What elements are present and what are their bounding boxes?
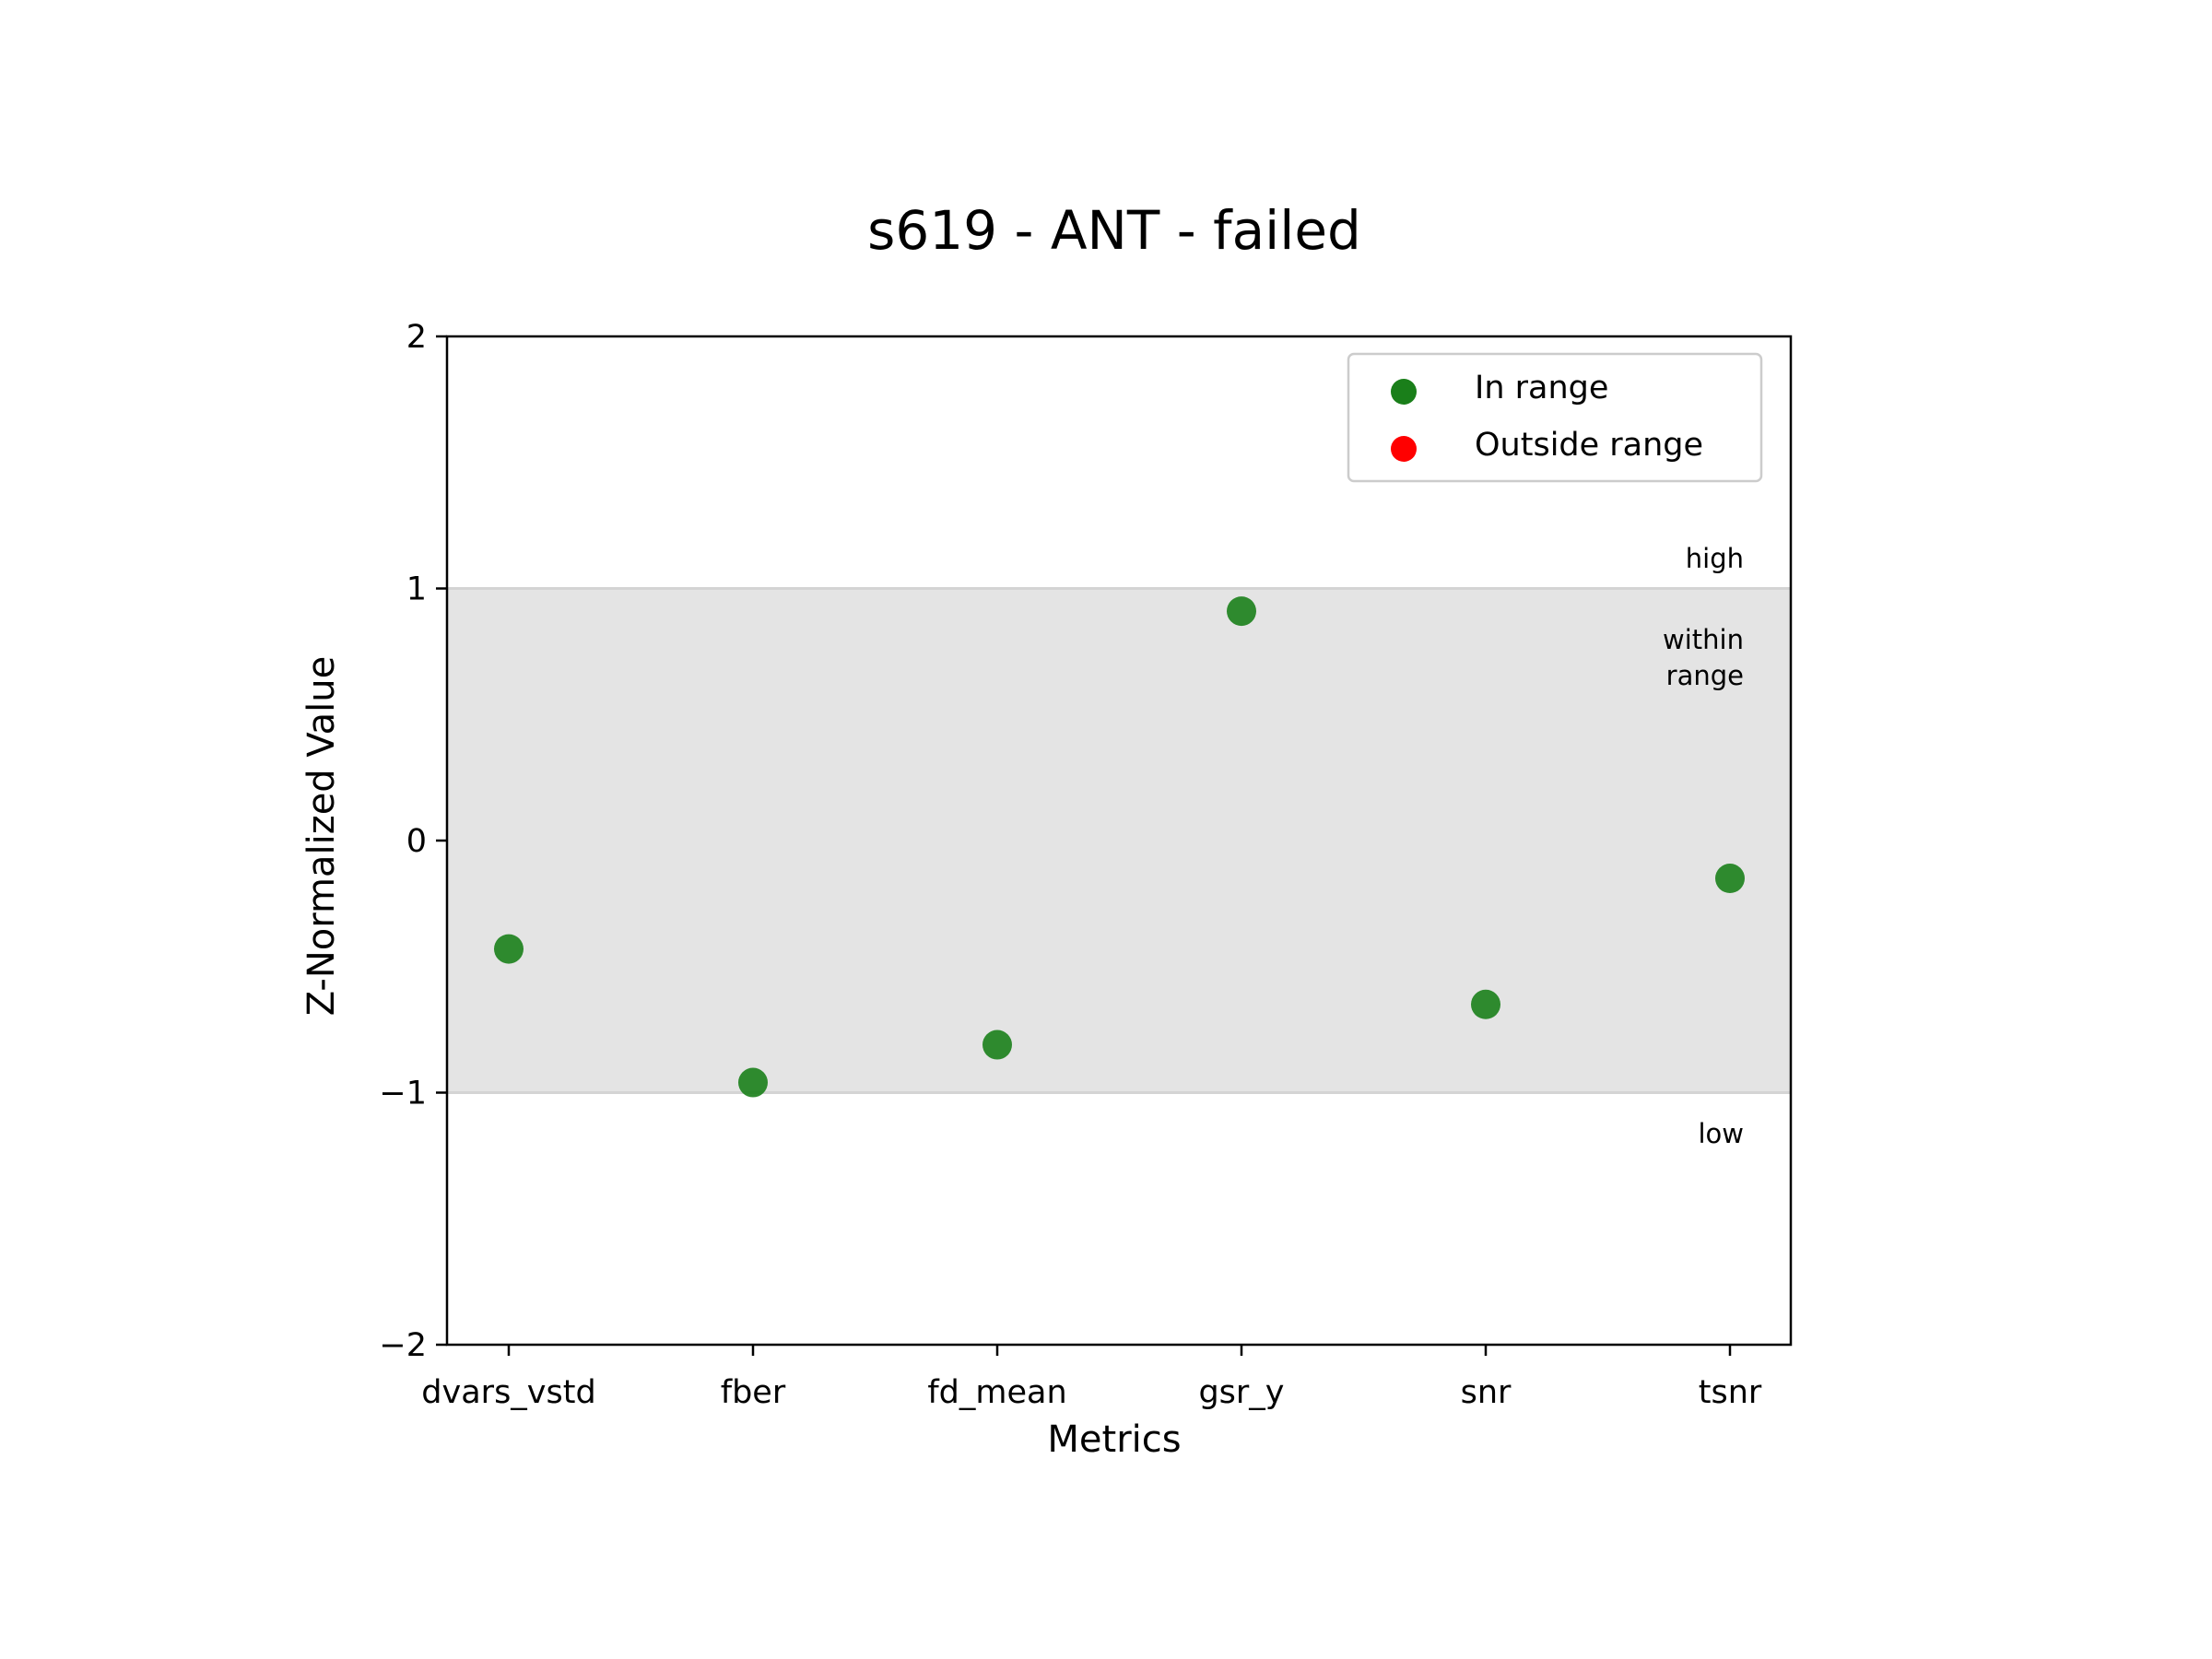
data-points — [494, 596, 1745, 1098]
data-point-snr — [1471, 989, 1500, 1019]
data-point-gsr_y — [1227, 596, 1256, 627]
x-tick-label: fd_mean — [927, 1374, 1066, 1411]
y-axis-label: Z-Normalized Value — [300, 656, 343, 1017]
y-tick-label: 0 — [406, 823, 427, 860]
legend-box — [1347, 352, 1763, 483]
within-annotation-line1: within — [1663, 624, 1744, 655]
y-axis-ticks: 2 1 0 −1 −2 — [379, 319, 447, 1364]
legend-in-range-label: In range — [1475, 370, 1608, 406]
x-tick-label: dvars_vstd — [421, 1374, 595, 1411]
data-point-fber — [738, 1067, 768, 1098]
legend-outside-range-marker — [1391, 436, 1417, 462]
x-tick-label: fber — [721, 1374, 786, 1411]
y-tick-label: 1 — [406, 571, 427, 608]
data-point-dvars_vstd — [494, 934, 524, 964]
legend-in-range-marker — [1391, 379, 1417, 405]
x-tick-label: snr — [1461, 1374, 1512, 1411]
chart-title: s619 - ANT - failed — [867, 199, 1361, 262]
low-annotation: low — [1698, 1118, 1744, 1149]
y-tick-label: −2 — [379, 1327, 427, 1364]
y-tick-label: 2 — [406, 319, 427, 356]
x-axis-ticks: dvars_vstd fber fd_mean gsr_y snr tsnr — [421, 1345, 1762, 1411]
high-annotation: high — [1686, 543, 1744, 574]
legend-outside-range-label: Outside range — [1475, 427, 1703, 464]
data-point-tsnr — [1715, 864, 1745, 894]
y-tick-label: −1 — [379, 1076, 427, 1112]
x-tick-label: gsr_y — [1198, 1374, 1284, 1411]
within-annotation-line2: range — [1666, 660, 1744, 691]
plot-area — [445, 335, 1793, 1347]
x-axis-label: Metrics — [1047, 1418, 1181, 1461]
x-tick-label: tsnr — [1699, 1374, 1762, 1411]
data-point-fd_mean — [982, 1030, 1012, 1060]
legend: In range Outside range — [1347, 352, 1763, 483]
within-range-band — [447, 588, 1791, 1093]
